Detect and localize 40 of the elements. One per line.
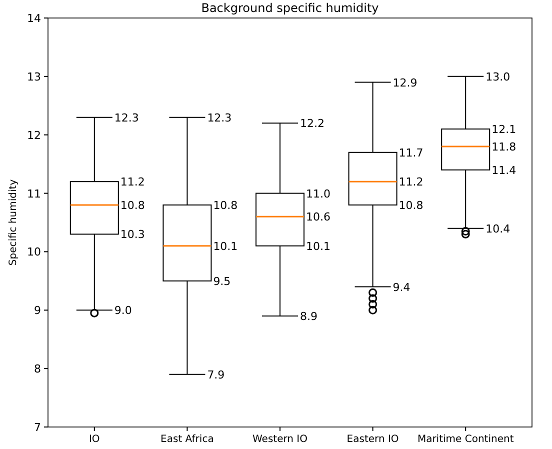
x-tick-label: Western IO bbox=[252, 434, 308, 445]
annotation: 7.9 bbox=[207, 368, 225, 382]
annotation: 13.0 bbox=[486, 70, 510, 84]
annotation: 12.3 bbox=[114, 111, 139, 124]
y-tick-label: 14 bbox=[27, 12, 41, 25]
annotation: 11.8 bbox=[492, 140, 516, 154]
y-tick-label: 11 bbox=[27, 187, 41, 200]
annotation: 9.0 bbox=[114, 304, 132, 318]
annotation: 12.2 bbox=[300, 117, 324, 130]
annotation: 10.8 bbox=[213, 198, 238, 212]
annotation: 11.2 bbox=[120, 176, 145, 189]
y-tick-label: 12 bbox=[27, 128, 41, 142]
annotation: 9.5 bbox=[213, 274, 231, 288]
annotation: 11.4 bbox=[492, 164, 516, 177]
x-tick-label: Maritime Continent bbox=[417, 434, 514, 445]
y-tick-label: 7 bbox=[34, 421, 41, 434]
annotation: 10.6 bbox=[306, 210, 330, 224]
y-tick-label: 13 bbox=[27, 70, 41, 84]
y-tick-label: 10 bbox=[27, 246, 41, 259]
annotation: 11.7 bbox=[398, 146, 424, 160]
annotation: 12.9 bbox=[392, 76, 418, 90]
x-tick-label: Eastern IO bbox=[346, 434, 399, 445]
annotation: 12.3 bbox=[207, 111, 232, 124]
annotation: 11.0 bbox=[306, 187, 330, 200]
chart-title: Background specific humidity bbox=[201, 1, 379, 15]
x-tick-label: IO bbox=[88, 434, 100, 445]
annotation: 12.1 bbox=[492, 123, 516, 136]
annotation: 10.1 bbox=[306, 240, 330, 253]
y-axis-title: Specific humidity bbox=[8, 179, 19, 266]
x-tick-label: East Africa bbox=[160, 434, 214, 445]
y-tick-label: 8 bbox=[34, 362, 41, 376]
annotation: 10.1 bbox=[213, 240, 238, 253]
annotation: 10.4 bbox=[486, 222, 510, 236]
annotation: 10.3 bbox=[120, 228, 145, 242]
annotation: 11.2 bbox=[398, 176, 424, 189]
annotation: 10.8 bbox=[120, 198, 145, 212]
annotation: 10.8 bbox=[398, 198, 424, 212]
y-tick-label: 9 bbox=[34, 304, 41, 318]
annotation: 8.9 bbox=[300, 310, 318, 323]
annotation: 9.4 bbox=[392, 280, 410, 294]
